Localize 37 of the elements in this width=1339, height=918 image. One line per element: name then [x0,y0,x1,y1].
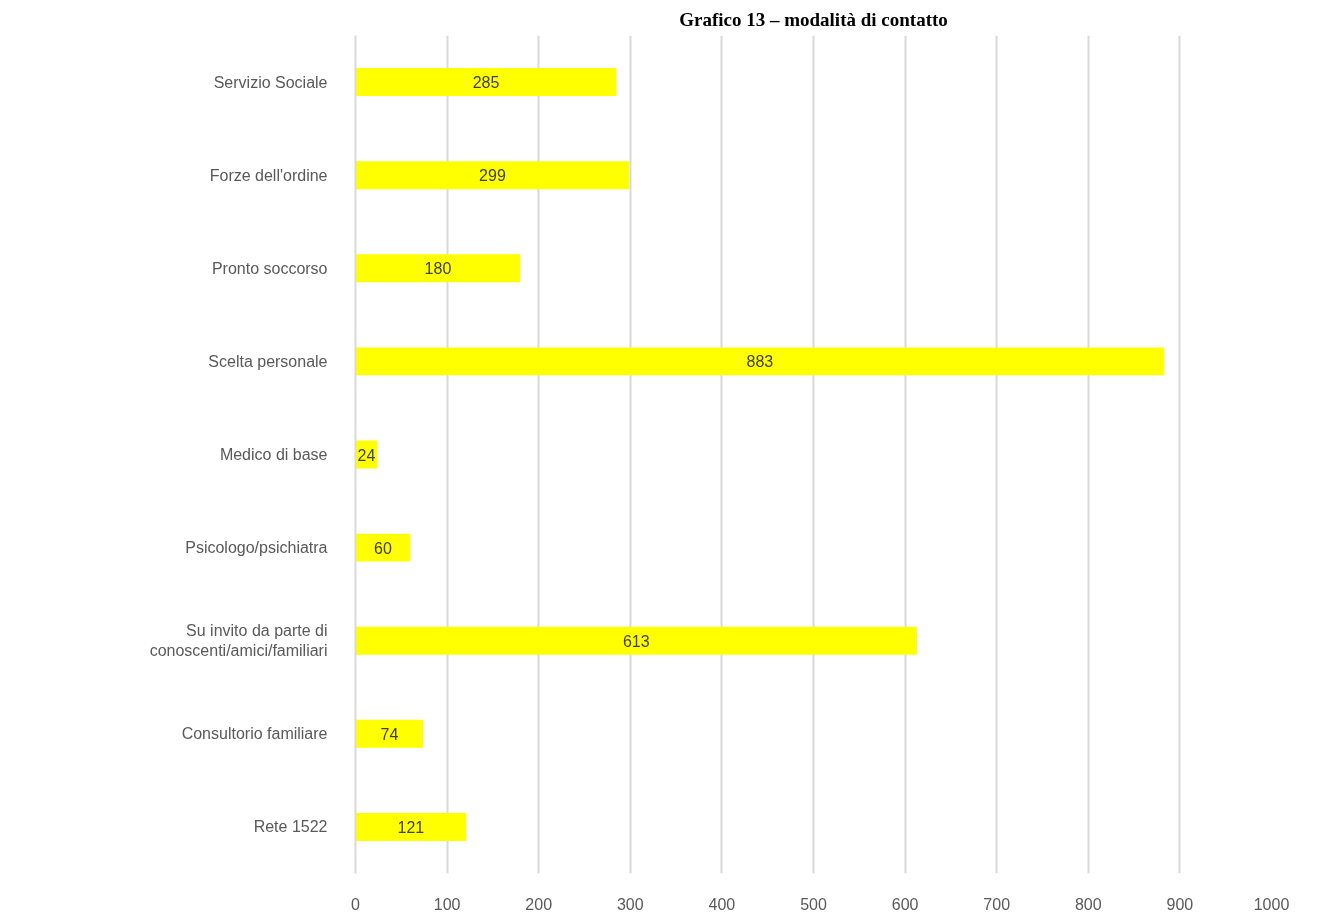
data-label: 613 [622,632,650,650]
bar [355,254,521,283]
x-tick-label: 100 [433,895,461,913]
x-tick-label: 700 [983,895,1011,913]
data-label: 24 [357,446,376,464]
y-tick-label: Consultorio familiare [181,725,328,743]
x-tick-label: 800 [1074,895,1102,913]
bar [355,68,617,97]
y-tick-label: Forze dell'ordine [209,166,328,184]
y-tick-label: Psicologo/psichiatra [185,539,328,557]
x-tick-label: 300 [616,895,644,913]
x-tick-label: 0 [351,895,361,913]
data-label: 285 [472,74,500,92]
data-label: 180 [424,260,452,278]
y-tick-label: Su invito da parte di conoscenti/amici/familiari [149,622,328,660]
x-tick-label: 600 [891,895,919,913]
data-label: 883 [746,353,774,371]
bar [355,719,424,748]
x-tick-label: 1000 [1253,895,1290,913]
y-tick-label: Servizio Sociale [213,73,328,91]
y-tick-label: Rete 1522 [253,818,328,836]
data-label: 74 [380,725,399,743]
bar [355,812,467,841]
bar [355,626,918,655]
x-tick-label: 400 [708,895,736,913]
y-tick-label: Medico di base [219,446,328,463]
bar [355,347,1165,376]
x-tick-label: 900 [1166,895,1194,913]
chart-title: Grafico 13 – modalità di contatto [679,8,948,30]
data-label: 121 [397,818,425,836]
data-label: 299 [479,167,506,185]
bar [355,161,630,190]
y-tick-label: Scelta personale [208,352,328,370]
x-tick-label: 500 [800,895,827,913]
x-tick-label: 200 [525,895,553,913]
data-label: 60 [374,539,392,557]
y-tick-label: Pronto soccorso [211,259,328,277]
